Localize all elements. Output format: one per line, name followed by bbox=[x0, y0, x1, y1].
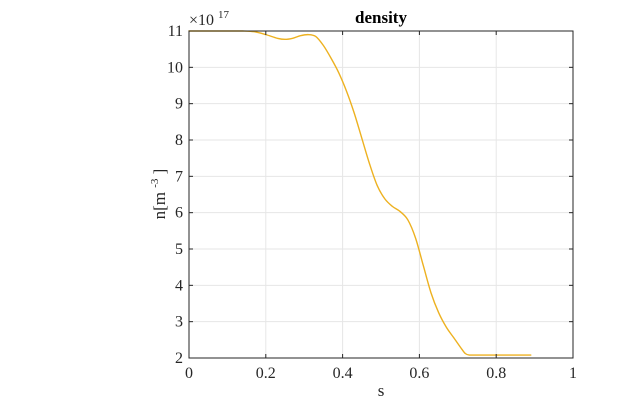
density-series-line bbox=[188, 30, 532, 356]
y-axis-multiplier-exponent: 17 bbox=[218, 9, 230, 21]
y-tick-label: 10 bbox=[167, 59, 183, 76]
y-tick-label: 6 bbox=[175, 205, 183, 222]
plot-area-background bbox=[189, 31, 573, 358]
y-tick-label: 8 bbox=[175, 132, 183, 149]
x-tick-label: 1 bbox=[569, 365, 577, 382]
series-layer bbox=[188, 30, 532, 356]
y-tick-label: 3 bbox=[175, 314, 183, 331]
x-tick-label: 0.8 bbox=[486, 365, 506, 382]
x-tick-label: 0.2 bbox=[256, 365, 276, 382]
tick-marks bbox=[188, 30, 574, 359]
y-axis-label-superscript: -3 bbox=[149, 178, 161, 188]
x-axis-label: s bbox=[378, 381, 385, 400]
y-tick-label: 9 bbox=[175, 96, 183, 113]
y-axis-label: n[m -3 ] bbox=[143, 169, 169, 220]
x-tick-label: 0 bbox=[185, 365, 193, 382]
y-axis-multiplier-base: ×10 bbox=[189, 12, 214, 29]
y-tick-label: 5 bbox=[175, 241, 183, 258]
y-tick-label: 11 bbox=[168, 23, 183, 40]
y-tick-label: 2 bbox=[175, 350, 183, 367]
y-axis-label-main: n[m bbox=[150, 192, 169, 219]
y-axis-multiplier: ×10 17 bbox=[189, 9, 230, 29]
chart-title: density bbox=[355, 8, 407, 27]
x-tick-labels: 0 0.2 0.4 0.6 0.8 1 bbox=[185, 365, 577, 382]
x-tick-label: 0.6 bbox=[409, 365, 429, 382]
y-tick-label: 7 bbox=[175, 168, 183, 185]
y-axis-label-suffix: ] bbox=[150, 169, 169, 175]
y-tick-label: 4 bbox=[175, 277, 183, 294]
plot-area-border bbox=[188, 30, 574, 359]
x-tick-label: 0.4 bbox=[333, 365, 353, 382]
y-tick-labels: 2 3 4 5 6 7 8 9 10 11 bbox=[167, 23, 183, 367]
